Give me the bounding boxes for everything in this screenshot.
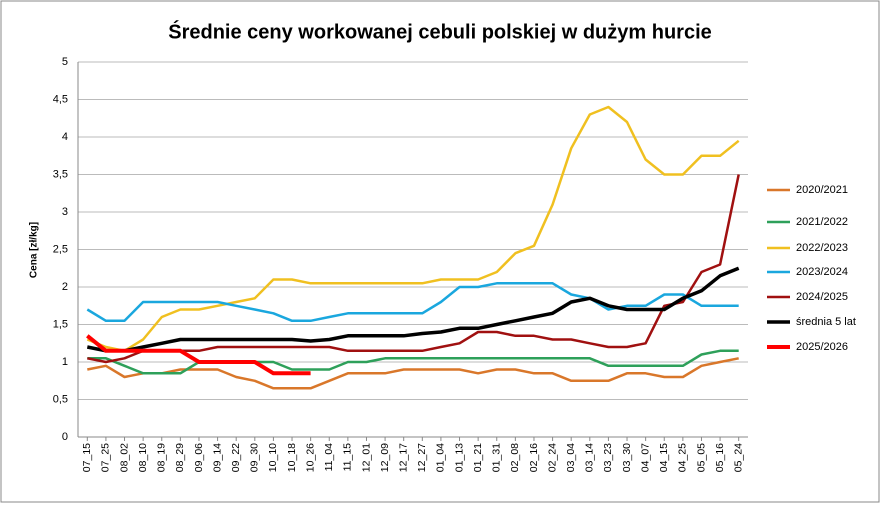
x-tick-label: 11_15 bbox=[342, 443, 354, 472]
x-tick-label: 08_29 bbox=[174, 443, 186, 472]
x-tick-label: 05_16 bbox=[714, 443, 726, 472]
series-line bbox=[87, 357, 739, 390]
series-line bbox=[86, 266, 740, 353]
x-tick-label: 09_22 bbox=[230, 443, 242, 472]
x-tick-label: 03_30 bbox=[621, 443, 633, 472]
x-tick-label: 10_26 bbox=[304, 443, 316, 472]
x-tick-label: 02_16 bbox=[528, 443, 540, 472]
x-tick-label: 01_31 bbox=[491, 443, 503, 472]
x-tick-label: 12_27 bbox=[416, 443, 428, 472]
x-tick-label: 11_04 bbox=[323, 443, 335, 472]
x-tick-label: 08_02 bbox=[118, 443, 130, 472]
x-tick-label: 03_04 bbox=[565, 443, 577, 472]
y-tick-label: 0 bbox=[62, 431, 68, 443]
y-tick-label: 0,5 bbox=[53, 393, 68, 405]
y-tick-label: 1,5 bbox=[53, 318, 68, 330]
legend-label: 2022/2023 bbox=[796, 242, 848, 254]
x-tick-label: 08_19 bbox=[156, 443, 168, 472]
y-axis-label: Cena [zł/kg] bbox=[29, 222, 40, 278]
x-tick-label: 08_10 bbox=[137, 443, 149, 472]
x-tick-label: 02_24 bbox=[546, 443, 558, 472]
series-line bbox=[86, 282, 739, 323]
x-tick-label: 07_15 bbox=[81, 443, 93, 472]
series-line bbox=[87, 174, 740, 364]
x-tick-label: 01_04 bbox=[435, 443, 447, 472]
x-tick-label: 10_18 bbox=[286, 443, 298, 472]
series-line bbox=[86, 105, 740, 353]
x-tick-label: 07_25 bbox=[100, 443, 112, 472]
legend-label: 2020/2021 bbox=[796, 184, 848, 196]
x-tick-label: 04_07 bbox=[639, 443, 651, 472]
legend-label: 2023/2024 bbox=[796, 266, 848, 278]
y-tick-label: 5 bbox=[62, 56, 68, 68]
series-line bbox=[86, 334, 311, 376]
y-tick-label: 2 bbox=[62, 281, 68, 293]
x-tick-label: 12_01 bbox=[360, 443, 372, 472]
y-tick-label: 1 bbox=[62, 356, 68, 368]
y-tick-label: 4 bbox=[62, 131, 68, 143]
x-tick-label: 05_24 bbox=[732, 443, 744, 472]
legend-label: 2021/2022 bbox=[796, 216, 848, 228]
legend-label: 2024/2025 bbox=[796, 291, 848, 303]
y-tick-label: 3,5 bbox=[53, 168, 68, 180]
x-tick-label: 02_08 bbox=[509, 443, 521, 472]
x-tick-label: 05_05 bbox=[695, 443, 707, 472]
series-line bbox=[87, 349, 739, 375]
x-tick-label: 10_10 bbox=[267, 443, 279, 472]
x-tick-label: 04_15 bbox=[658, 443, 670, 472]
x-tick-label: 04_25 bbox=[677, 443, 689, 472]
x-tick-label: 12_17 bbox=[397, 443, 409, 472]
x-tick-label: 01_13 bbox=[453, 443, 465, 472]
y-tick-label: 4,5 bbox=[53, 93, 68, 105]
chart-title: Średnie ceny workowanej cebuli polskiej … bbox=[168, 19, 712, 43]
y-tick-label: 3 bbox=[62, 206, 68, 218]
x-tick-label: 09_30 bbox=[249, 443, 261, 472]
x-tick-label: 01_21 bbox=[472, 443, 484, 472]
x-tick-label: 12_09 bbox=[379, 443, 391, 472]
legend-label: średnia 5 lat bbox=[796, 316, 856, 328]
x-tick-label: 09_06 bbox=[193, 443, 205, 472]
x-tick-label: 03_14 bbox=[584, 443, 596, 472]
y-tick-label: 2,5 bbox=[53, 243, 68, 255]
x-tick-label: 03_23 bbox=[602, 443, 614, 472]
legend-label: 2025/2026 bbox=[796, 341, 848, 353]
x-tick-label: 09_14 bbox=[211, 443, 223, 472]
